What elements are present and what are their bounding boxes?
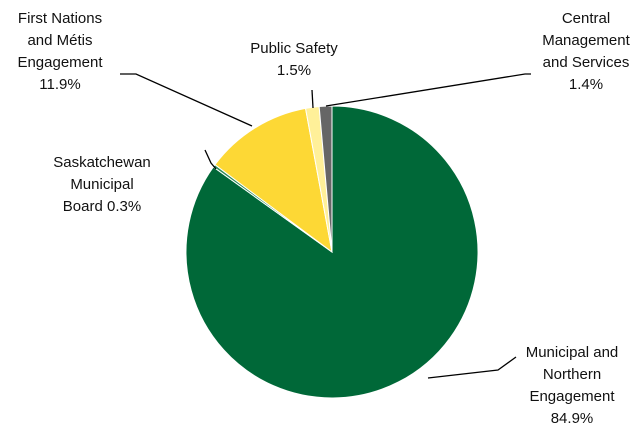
slice-label-line: 11.9% [39, 76, 80, 93]
slice-label-line: Engagement [17, 54, 103, 71]
leader-line-cms [325, 73, 531, 107]
pie-slice-fnme [214, 107, 333, 254]
leader-line-ps [311, 89, 314, 109]
slice-label-line: 1.5% [277, 62, 311, 79]
pie-slices [185, 105, 479, 399]
slice-label-fnme: First Nations and Métis Engagement 11.9% [17, 10, 103, 93]
slice-label-line: 84.9% [551, 410, 594, 427]
slice-label-line: Engagement [529, 388, 615, 405]
leader-line-fnme [120, 73, 253, 127]
slice-label-line: and Métis [27, 32, 92, 49]
leader-line-smb [204, 149, 217, 170]
slice-label-ps: Public Safety 1.5% [250, 40, 338, 79]
slice-label-line: and Services [543, 54, 630, 71]
slice-label-cms: Central Management and Services 1.4% [542, 10, 630, 93]
leader-line-mne [427, 356, 517, 379]
slice-label-line: Municipal [70, 176, 133, 193]
slice-label-line: Municipal and [526, 344, 619, 361]
slice-label-smb: Saskatchewan Municipal Board 0.3% [53, 154, 151, 215]
slice-label-line: First Nations [18, 10, 102, 27]
slice-label-line: Board 0.3% [63, 198, 141, 215]
slice-label-line: Management [542, 32, 630, 49]
slice-label-mne: Municipal and Northern Engagement 84.9% [526, 344, 619, 427]
slice-label-line: Saskatchewan [53, 154, 151, 171]
slice-label-line: 1.4% [569, 76, 603, 93]
slice-label-line: Northern [543, 366, 601, 383]
slice-label-line: Public Safety [250, 40, 338, 57]
slice-label-line: Central [562, 10, 610, 27]
pie-slice-cms [318, 105, 333, 253]
